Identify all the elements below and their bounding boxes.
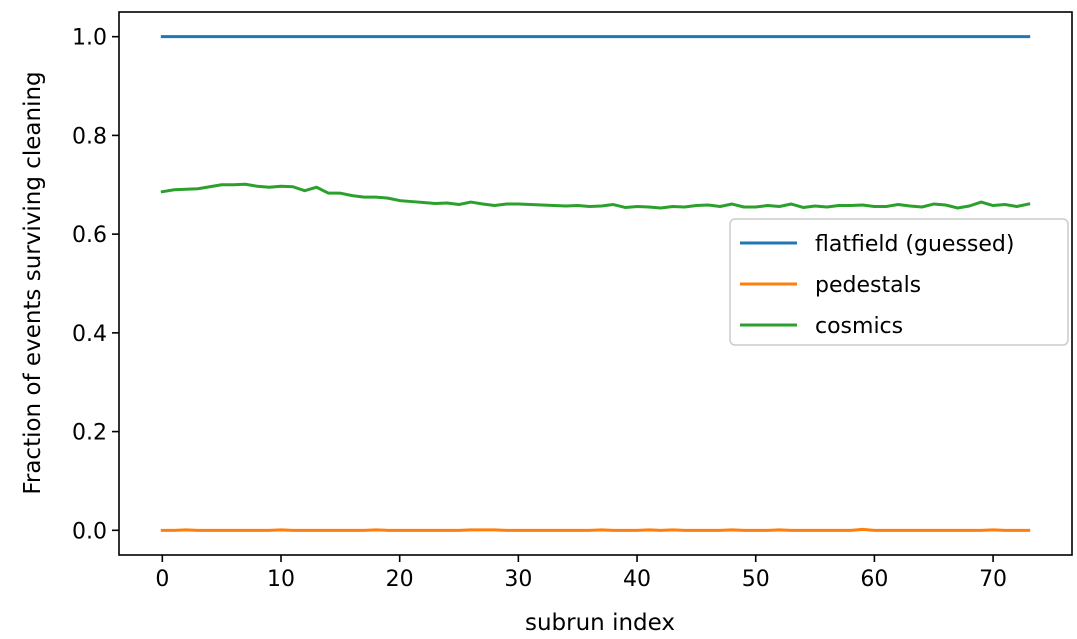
x-tick-label: 40 bbox=[623, 567, 651, 592]
x-tick-label: 20 bbox=[386, 567, 414, 592]
x-tick-label: 60 bbox=[860, 567, 888, 592]
x-tick-label: 70 bbox=[979, 567, 1007, 592]
series-layer bbox=[160, 35, 1031, 532]
y-axis-label: Fraction of events surviving cleaning bbox=[20, 71, 46, 494]
y-tick-label: 0.0 bbox=[72, 519, 107, 544]
x-tick-label: 30 bbox=[504, 567, 532, 592]
series-line-pedestals bbox=[160, 527, 1031, 532]
legend-label-cosmics: cosmics bbox=[815, 314, 903, 339]
legend-frame bbox=[729, 218, 1069, 346]
x-tick-label: 10 bbox=[267, 567, 295, 592]
series-line-cosmics bbox=[160, 182, 1031, 210]
legend: flatfield (guessed) pedestals cosmics bbox=[729, 218, 1069, 346]
plot-frame bbox=[118, 11, 1073, 556]
tick-layer: 0 10 20 30 40 50 60 70 0.0 0.2 0.4 0.6 0.8 1.0 bbox=[72, 26, 1007, 592]
x-axis-label: subrun index bbox=[525, 610, 675, 636]
legend-label-flatfield-guessed: flatfield (guessed) bbox=[815, 232, 1014, 257]
x-tick-label: 0 bbox=[155, 567, 169, 592]
x-tick-label: 50 bbox=[742, 567, 770, 592]
y-tick-label: 1.0 bbox=[72, 26, 107, 51]
legend-label-pedestals: pedestals bbox=[815, 273, 921, 298]
y-tick-label: 0.2 bbox=[72, 421, 107, 446]
y-tick-label: 0.6 bbox=[72, 223, 107, 248]
y-tick-label: 0.4 bbox=[72, 322, 107, 347]
y-tick-label: 0.8 bbox=[72, 124, 107, 149]
